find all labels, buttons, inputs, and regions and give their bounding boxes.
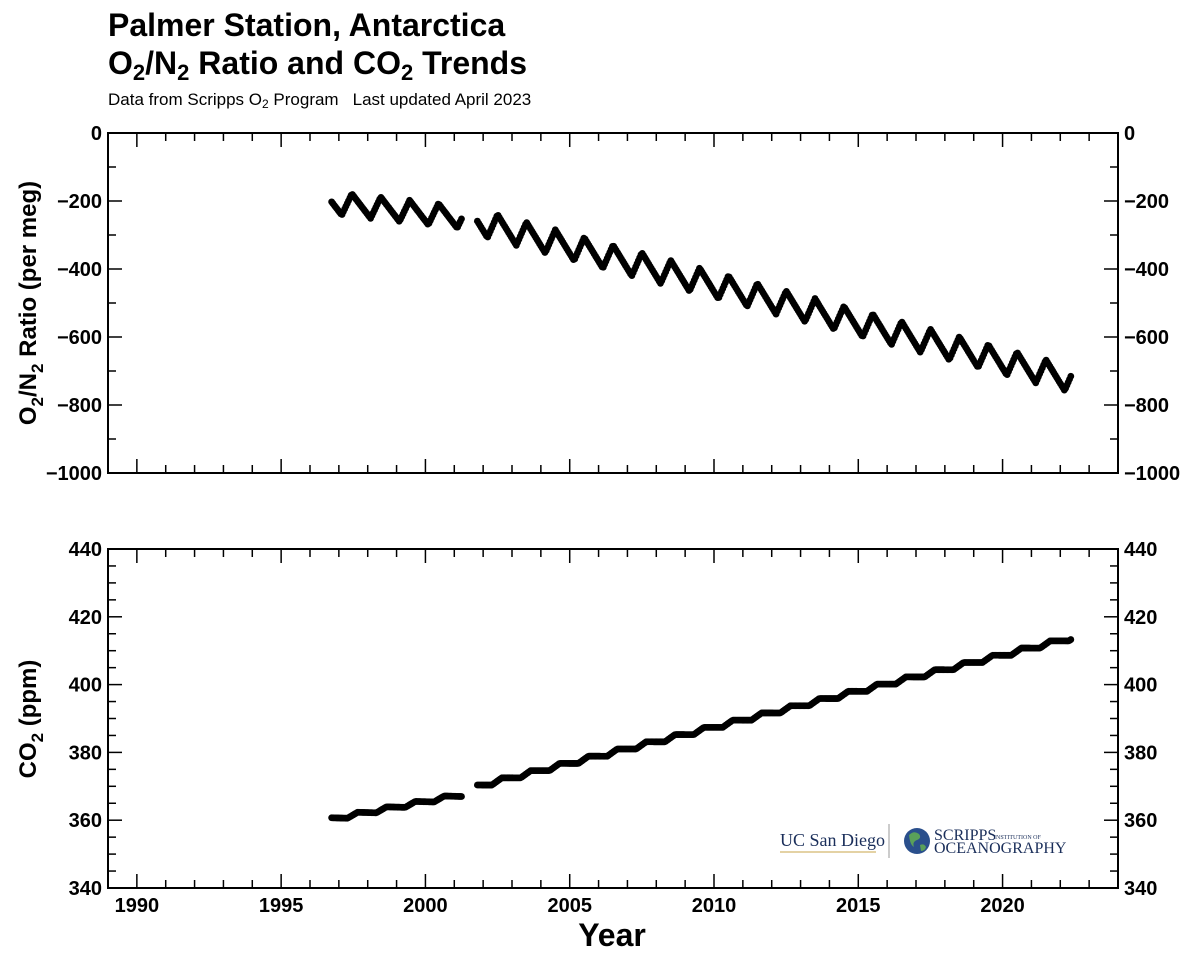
x-axis: 1990 1995 2000 2005 2010 2015 2020 — [115, 895, 1025, 917]
x-tick-label: 2000 — [403, 895, 448, 917]
o2n2-y-tick-label-right: −200 — [1124, 191, 1169, 213]
o2n2-y-tick-label-left: −200 — [57, 191, 102, 213]
chart-header: Palmer Station, Antarctica O2/N2 Ratio a… — [108, 6, 531, 110]
x-tick-label: 2005 — [547, 895, 592, 917]
o2n2-panel: 0 0 −200 −200 −400 −400 −600 −600 −800 −800 −1000 −… — [46, 123, 1180, 485]
o2n2-y-tick-label-left: −800 — [57, 395, 102, 417]
co2-y-tick-label-left: 440 — [69, 539, 102, 561]
co2-data-series — [328, 636, 1075, 822]
o2n2-data-series — [328, 191, 1075, 394]
co2-panel: 340 340 360 360 380 380 400 400 420 420 440 440 — [69, 539, 1158, 900]
co2-y-axis-label: CO2 (ppm) — [15, 660, 47, 779]
x-axis-title: Year — [578, 917, 646, 953]
co2-y-tick-label-left: 400 — [69, 675, 102, 697]
co2-y-tick-label-left: 360 — [69, 810, 102, 832]
o2n2-y-axis-label: O2/N2 Ratio (per meg) — [15, 181, 47, 425]
o2n2-y-tick-label-left: −1000 — [46, 463, 102, 485]
x-tick-label: 2010 — [692, 895, 737, 917]
x-tick-label: 1990 — [115, 895, 160, 917]
co2-y-tick-label-right: 400 — [1124, 675, 1157, 697]
scripps-logo-institution: INSTITUTION OF — [994, 835, 1041, 841]
o2n2-y-tick-label-right: −600 — [1124, 327, 1169, 349]
last-updated-text: Last updated April 2023 — [352, 90, 532, 109]
x-tick-label: 2020 — [980, 895, 1025, 917]
chart-subtitle: Data from Scripps O2 Program Last updated… — [108, 90, 532, 111]
co2-y-tick-label-right: 420 — [1124, 607, 1157, 629]
o2n2-y-tick-label-left: 0 — [91, 123, 102, 145]
co2-data-point — [1067, 636, 1075, 643]
o2n2-y-tick-label-right: −800 — [1124, 395, 1169, 417]
co2-y-tick-label-right: 360 — [1124, 810, 1157, 832]
o2n2-y-tick-label-right: −400 — [1124, 259, 1169, 281]
scripps-logo-oceanography: OCEANOGRAPHY — [934, 840, 1067, 857]
co2-y-tick-label-right: 380 — [1124, 742, 1157, 764]
co2-y-tick-label-left: 340 — [69, 878, 102, 900]
o2n2-y-tick-label-left: −600 — [57, 327, 102, 349]
o2n2-data-point — [1067, 372, 1075, 380]
chart-title-line-2: O2/N2 Ratio and CO2 Trends — [108, 45, 528, 85]
x-tick-label: 2015 — [836, 895, 881, 917]
o2n2-plot-frame — [107, 132, 1119, 474]
globe-icon — [904, 828, 930, 854]
chart-title: Palmer Station, Antarctica — [108, 7, 506, 43]
logos: UC San Diego SCRIPPS INSTITUTION OF OCEA… — [780, 824, 1067, 858]
co2-data-point — [458, 793, 465, 800]
co2-y-tick-label-left: 380 — [69, 742, 102, 764]
o2n2-y-tick-label-right: −1000 — [1124, 463, 1180, 485]
o2n2-y-tick-label-right: 0 — [1124, 123, 1135, 145]
co2-y-tick-label-right: 340 — [1124, 878, 1157, 900]
co2-y-tick-label-right: 440 — [1124, 539, 1157, 561]
o2n2-data-point — [458, 215, 465, 223]
x-tick-label: 1995 — [259, 895, 304, 917]
ucsd-logo: UC San Diego — [780, 830, 885, 850]
scripps-logo-name: SCRIPPS — [934, 827, 996, 844]
o2n2-y-tick-label-left: −400 — [57, 259, 102, 281]
co2-y-tick-label-left: 420 — [69, 607, 102, 629]
